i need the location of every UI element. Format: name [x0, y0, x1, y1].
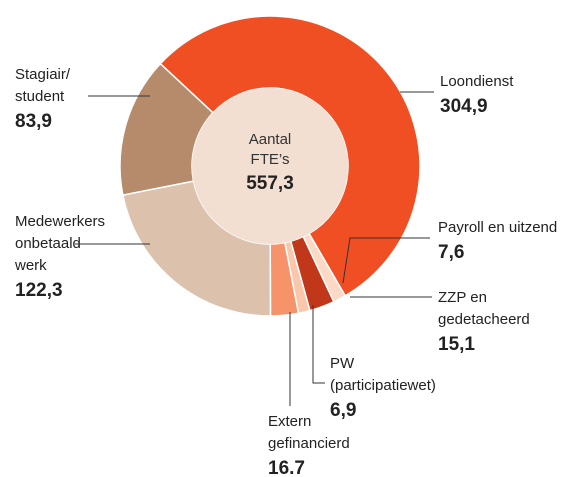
slice-label: PW — [330, 355, 355, 372]
donut — [119, 15, 421, 317]
center-value: 557,3 — [246, 173, 294, 194]
slice-label: student — [15, 88, 65, 105]
value-label: 15,1 — [438, 334, 475, 355]
value-label: 6,9 — [330, 400, 356, 421]
slice-label: onbetaald — [15, 235, 81, 252]
leader-line — [342, 237, 430, 284]
slice-label: Stagiair/ — [15, 66, 71, 83]
slice-label: gefinancierd — [268, 435, 350, 452]
slice-label: werk — [14, 257, 47, 274]
leader-line — [312, 305, 325, 384]
slice-label: Extern — [268, 413, 311, 430]
center-title: FTE’s — [251, 151, 290, 168]
slice-label: Medewerkers — [15, 213, 105, 230]
value-label: 16.7 — [268, 458, 305, 477]
slice-label: (participatiewet) — [330, 377, 436, 394]
value-label: 7,6 — [438, 242, 464, 263]
labels: Loondienst 304,9 Payroll en uitzend 7,6 ZZP … — [14, 66, 557, 477]
value-label: 83,9 — [15, 111, 52, 132]
slice-label: gedetacheerd — [438, 311, 530, 328]
value-label: 304,9 — [440, 96, 488, 117]
slice-label: ZZP en — [438, 289, 487, 306]
center-title: Aantal — [249, 131, 292, 148]
slice-label: Payroll en uitzend — [438, 219, 557, 236]
slice-label: Loondienst — [440, 73, 514, 90]
slice — [121, 180, 272, 317]
value-label: 122,3 — [15, 280, 63, 301]
donut-hole — [192, 88, 348, 244]
